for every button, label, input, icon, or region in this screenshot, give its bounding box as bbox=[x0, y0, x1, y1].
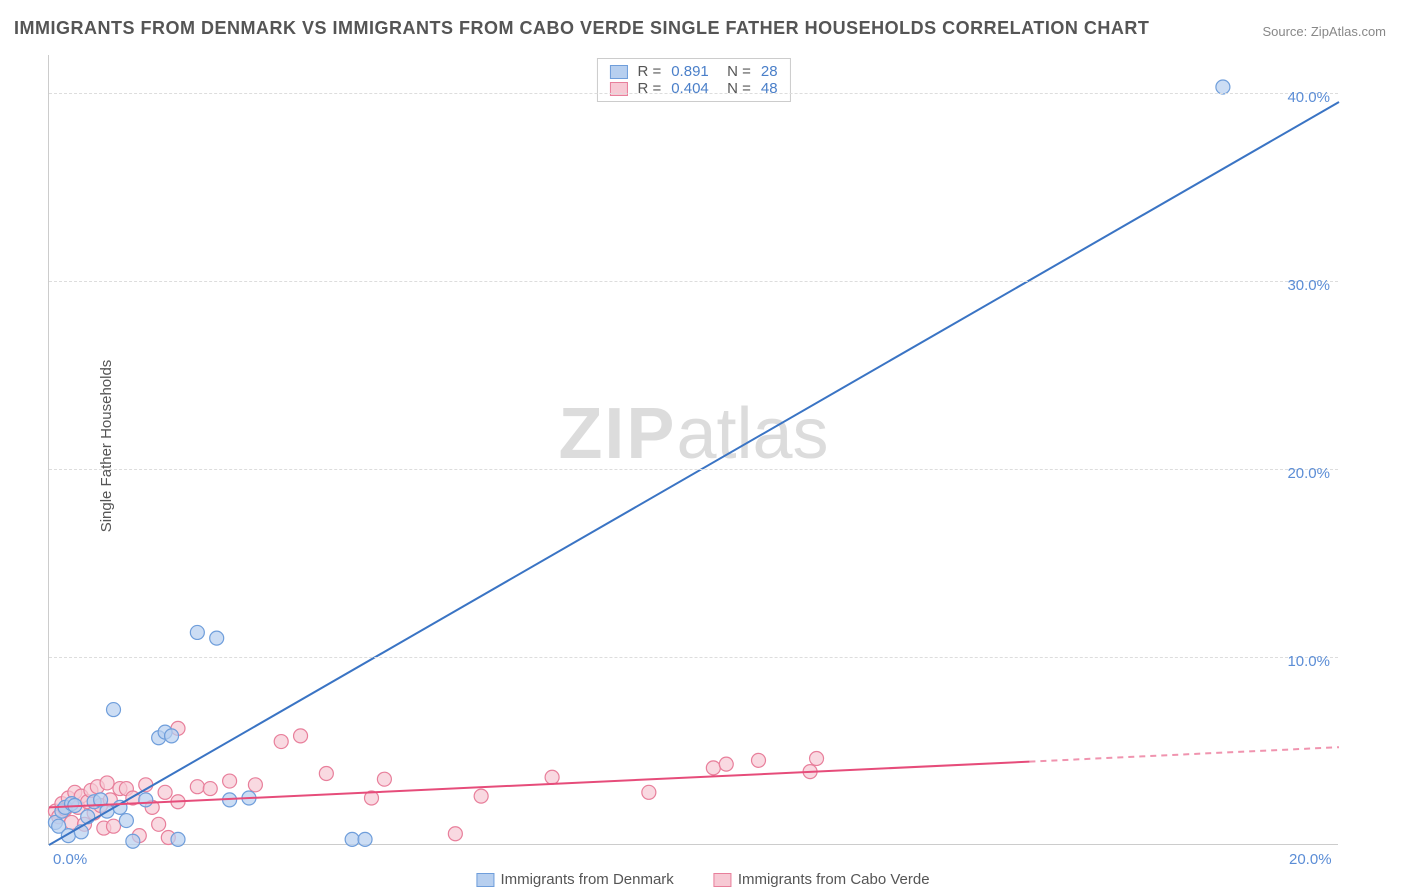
scatter-point bbox=[248, 778, 262, 792]
gridline bbox=[49, 93, 1338, 94]
series-legend-item: Immigrants from Cabo Verde bbox=[714, 871, 930, 888]
legend-r-value: 0.404 bbox=[671, 80, 709, 97]
scatter-point bbox=[545, 770, 559, 784]
gridline bbox=[49, 469, 1338, 470]
legend-swatch bbox=[476, 873, 494, 887]
scatter-point bbox=[474, 789, 488, 803]
scatter-point bbox=[752, 753, 766, 767]
correlation-legend-row: R = 0.891 N = 28 bbox=[609, 63, 777, 80]
legend-r-label: R = bbox=[637, 63, 661, 80]
y-tick-label: 40.0% bbox=[1287, 89, 1330, 106]
y-tick-label: 30.0% bbox=[1287, 277, 1330, 294]
scatter-point bbox=[319, 767, 333, 781]
series-legend-label: Immigrants from Denmark bbox=[500, 871, 673, 888]
regression-line bbox=[49, 102, 1339, 845]
legend-r-label: R = bbox=[637, 80, 661, 97]
scatter-point bbox=[223, 774, 237, 788]
scatter-point bbox=[719, 757, 733, 771]
scatter-point bbox=[810, 751, 824, 765]
scatter-point bbox=[377, 772, 391, 786]
scatter-point bbox=[107, 819, 121, 833]
x-tick-label: 0.0% bbox=[53, 851, 87, 868]
chart-svg bbox=[49, 55, 1338, 844]
scatter-point bbox=[274, 735, 288, 749]
plot-area: ZIPatlas R =0.891 N =28R =0.404 N =48 10… bbox=[48, 55, 1338, 845]
scatter-point bbox=[171, 832, 185, 846]
series-legend-label: Immigrants from Cabo Verde bbox=[738, 871, 930, 888]
scatter-point bbox=[448, 827, 462, 841]
correlation-legend: R = 0.891 N = 28 R = 0.404 N = 48 bbox=[596, 58, 790, 102]
scatter-point bbox=[107, 703, 121, 717]
legend-swatch bbox=[609, 65, 627, 79]
y-tick-label: 10.0% bbox=[1287, 653, 1330, 670]
scatter-point bbox=[152, 817, 166, 831]
scatter-point bbox=[210, 631, 224, 645]
scatter-point bbox=[100, 776, 114, 790]
scatter-point bbox=[706, 761, 720, 775]
legend-n-value: 48 bbox=[761, 80, 778, 97]
scatter-point bbox=[358, 832, 372, 846]
scatter-point bbox=[119, 814, 133, 828]
scatter-point bbox=[345, 832, 359, 846]
legend-n-value: 28 bbox=[761, 63, 778, 80]
scatter-point bbox=[642, 785, 656, 799]
scatter-point bbox=[203, 782, 217, 796]
scatter-point bbox=[165, 729, 179, 743]
series-legend-item: Immigrants from Denmark bbox=[476, 871, 673, 888]
scatter-point bbox=[158, 785, 172, 799]
x-tick-label: 20.0% bbox=[1289, 851, 1332, 868]
scatter-point bbox=[139, 793, 153, 807]
correlation-legend-row: R = 0.404 N = 48 bbox=[609, 80, 777, 97]
scatter-point bbox=[190, 625, 204, 639]
gridline bbox=[49, 657, 1338, 658]
series-legend: Immigrants from Denmark Immigrants from C… bbox=[476, 871, 929, 888]
chart-title: IMMIGRANTS FROM DENMARK VS IMMIGRANTS FR… bbox=[14, 18, 1149, 39]
gridline bbox=[49, 281, 1338, 282]
legend-r-value: 0.891 bbox=[671, 63, 709, 80]
scatter-point bbox=[126, 834, 140, 848]
scatter-point bbox=[190, 780, 204, 794]
source-attribution: Source: ZipAtlas.com bbox=[1262, 24, 1386, 39]
legend-n-label: N = bbox=[719, 80, 751, 97]
y-tick-label: 20.0% bbox=[1287, 465, 1330, 482]
regression-line-dashed bbox=[1029, 747, 1339, 761]
legend-swatch bbox=[714, 873, 732, 887]
scatter-point bbox=[294, 729, 308, 743]
legend-n-label: N = bbox=[719, 63, 751, 80]
